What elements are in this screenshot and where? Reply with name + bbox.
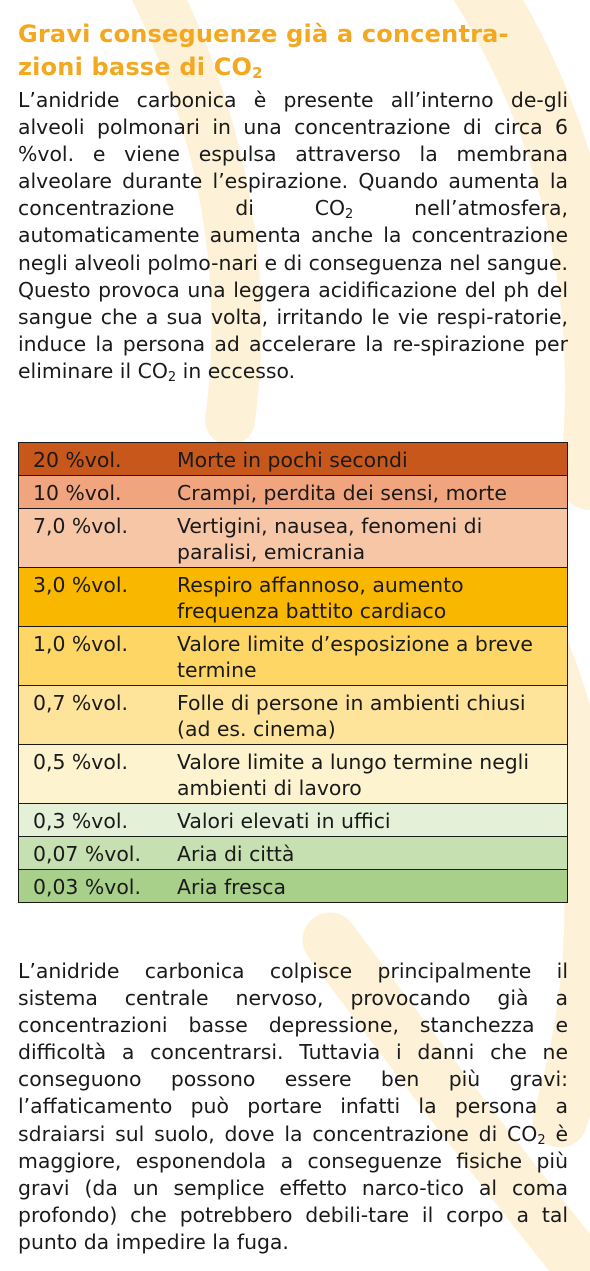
- concentration-cell: 20 %vol.: [18, 442, 169, 476]
- table-row: 0,7 %vol. Folle di persone in ambienti ch…: [18, 685, 568, 745]
- table-row: 10 %vol. Crampi, perdita dei sensi, morte: [18, 475, 568, 509]
- effect-cell: Aria di città: [169, 836, 568, 870]
- concentration-cell: 0,7 %vol.: [18, 685, 169, 745]
- table-row: 3,0 %vol. Respiro affannoso, aumento freq…: [18, 567, 568, 627]
- table-row: 7,0 %vol. Vertigini, nausea, fenomeni di …: [18, 508, 568, 568]
- table-row: 1,0 %vol. Valore limite d’esposizione a b…: [18, 626, 568, 686]
- effect-cell: Valori elevati in uffici: [169, 803, 568, 837]
- effect-cell: Folle di persone in ambienti chiusi (ad …: [169, 685, 568, 745]
- co2-effects-table: 20 %vol. Morte in pochi secondi 10 %vol. Cr…: [18, 442, 568, 903]
- effect-cell: Valore limite d’esposizione a breve term…: [169, 626, 568, 686]
- top-section: Gravi conseguenze già a concentra-zioni …: [18, 18, 568, 385]
- section-heading: Gravi conseguenze già a concentra-zioni …: [18, 20, 509, 82]
- table-row: 0,5 %vol. Valore limite a lungo termine n…: [18, 744, 568, 804]
- table-row: 0,3 %vol. Valori elevati in uffici: [18, 803, 568, 837]
- effect-cell: Valore limite a lungo termine negli ambi…: [169, 744, 568, 804]
- effect-cell: Aria fresca: [169, 869, 568, 903]
- concentration-cell: 0,07 %vol.: [18, 836, 169, 870]
- concentration-cell: 0,5 %vol.: [18, 744, 169, 804]
- bottom-section: L’anidride carbonica colpisce principalm…: [18, 958, 568, 1256]
- effect-cell: Crampi, perdita dei sensi, morte: [169, 475, 568, 509]
- concentration-cell: 0,03 %vol.: [18, 869, 169, 903]
- concentration-cell: 10 %vol.: [18, 475, 169, 509]
- table-row: 20 %vol. Morte in pochi secondi: [18, 442, 568, 476]
- effect-cell: Respiro affannoso, aumento frequenza bat…: [169, 567, 568, 627]
- table-row: 0,03 %vol. Aria fresca: [18, 869, 568, 903]
- concentration-cell: 3,0 %vol.: [18, 567, 169, 627]
- table-row: 0,07 %vol. Aria di città: [18, 836, 568, 870]
- concentration-cell: 1,0 %vol.: [18, 626, 169, 686]
- effect-cell: Vertigini, nausea, fenomeni di paralisi,…: [169, 508, 568, 568]
- concentration-cell: 0,3 %vol.: [18, 803, 169, 837]
- concentration-cell: 7,0 %vol.: [18, 508, 169, 568]
- effect-cell: Morte in pochi secondi: [169, 442, 568, 476]
- intro-paragraph: L’anidride carbonica è presente all’inte…: [18, 88, 568, 385]
- outro-paragraph: L’anidride carbonica colpisce principalm…: [18, 959, 568, 1254]
